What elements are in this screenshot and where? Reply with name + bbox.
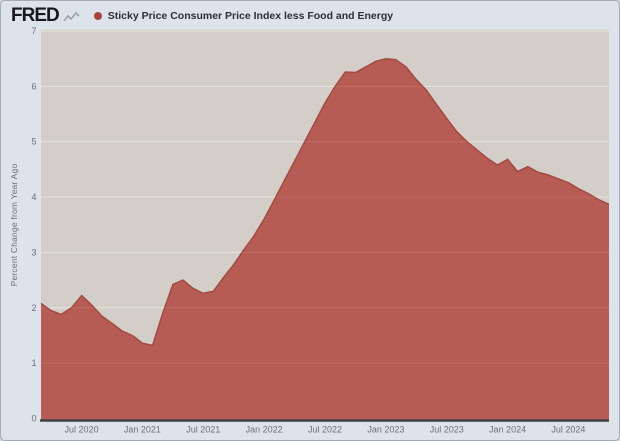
fred-logo-chart-icon xyxy=(63,12,80,22)
x-tick-label-Jul-2024: Jul 2024 xyxy=(551,425,585,435)
x-tick-label-Jul-2022: Jul 2022 xyxy=(308,425,342,435)
x-tick-label-Jul-2023: Jul 2023 xyxy=(430,425,464,435)
series-legend: Sticky Price Consumer Price Index less F… xyxy=(93,9,394,22)
y-tick-label-3: 3 xyxy=(31,247,36,257)
x-tick-label-Jan-2021: Jan 2021 xyxy=(124,425,161,435)
y-tick-label-5: 5 xyxy=(31,137,36,147)
y-tick-label-2: 2 xyxy=(31,303,36,313)
y-tick-label-4: 4 xyxy=(31,192,36,202)
series-area xyxy=(41,58,609,420)
y-axis-title: Percent Change from Year Ago xyxy=(9,164,19,287)
fred-logo[interactable]: FRED xyxy=(11,5,60,26)
series-legend-label: Sticky Price Consumer Price Index less F… xyxy=(107,9,394,22)
x-tick-label-Jul-2021: Jul 2021 xyxy=(186,425,220,435)
x-tick-label-Jan-2024: Jan 2024 xyxy=(489,425,526,435)
y-tick-label-0: 0 xyxy=(31,414,36,424)
series-legend-dot-icon xyxy=(93,11,102,20)
y-tick-label-6: 6 xyxy=(31,81,36,91)
chart-header: FRED Sticky Price Consumer Price Index l… xyxy=(11,6,393,25)
x-tick-label-Jan-2022: Jan 2022 xyxy=(246,425,283,435)
y-tick-label-1: 1 xyxy=(31,358,36,368)
x-tick-label-Jul-2020: Jul 2020 xyxy=(65,425,99,435)
series-line xyxy=(40,57,610,347)
y-tick-label-7: 7 xyxy=(31,26,36,36)
x-tick-label-Jan-2023: Jan 2023 xyxy=(367,425,404,435)
